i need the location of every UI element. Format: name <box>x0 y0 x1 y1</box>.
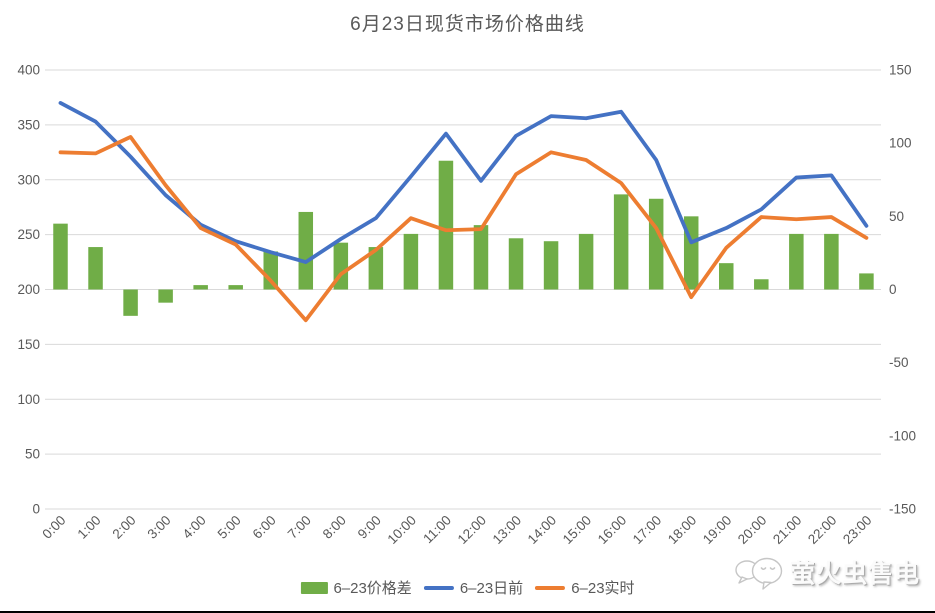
bar-price-diff <box>824 233 839 290</box>
y-axis-left-tick: 200 <box>17 282 40 297</box>
y-axis-left-tick: 400 <box>17 63 40 78</box>
x-axis-tick: 14:00 <box>525 513 560 548</box>
x-axis-tick: 10:00 <box>385 513 420 548</box>
bar-price-diff <box>368 247 384 290</box>
x-axis-tick: 1:00 <box>74 513 103 542</box>
y-axis-left-tick: 0 <box>32 502 40 517</box>
bar-price-diff <box>543 241 559 290</box>
x-axis-tick: 13:00 <box>490 513 525 548</box>
line-series-swatch-icon <box>423 585 454 590</box>
y-axis-right-tick: -100 <box>889 428 916 443</box>
line-day-ahead <box>58 101 869 264</box>
y-axis-right-tick: -50 <box>889 355 909 370</box>
x-axis-tick: 8:00 <box>320 513 349 542</box>
bar-price-diff <box>438 160 454 290</box>
bar-price-diff <box>578 233 594 290</box>
x-axis-ticks: 0:00 1:00 2:00 3:00 4:00 5:00 6:00 7:00 8:00 9:00… <box>39 513 874 548</box>
bar-price-diff <box>53 223 68 290</box>
bar-price-diff <box>123 289 138 316</box>
bottom-divider <box>0 611 935 613</box>
legend-item-price-diff: 6–23价格差 <box>300 577 412 598</box>
y-axis-right-tick: 0 <box>889 282 897 297</box>
x-axis-tick: 21:00 <box>770 513 805 548</box>
x-axis-tick: 17:00 <box>630 513 665 548</box>
y-axis-right-tick: 50 <box>889 209 904 224</box>
x-axis-tick: 18:00 <box>665 513 700 548</box>
x-axis-tick: 5:00 <box>215 513 244 542</box>
y-axis-left-tick: 300 <box>17 172 40 187</box>
bar-price-diff <box>859 273 874 290</box>
bar-price-diff <box>158 289 173 303</box>
y-axis-left-tick: 50 <box>25 447 40 462</box>
y-axis-left-tick: 150 <box>17 337 40 352</box>
y-axis-right-ticks: -150 -100 -50 0 50 100 150 <box>889 63 916 517</box>
x-axis-tick: 11:00 <box>420 513 454 547</box>
legend-label-day-ahead: 6–23日前 <box>459 580 524 597</box>
line-series-swatch-icon <box>535 585 566 590</box>
bar-price-diff <box>403 233 419 290</box>
x-axis-tick: 2:00 <box>110 513 139 542</box>
legend-item-realtime: 6–23实时 <box>535 577 635 598</box>
x-axis-tick: 9:00 <box>355 513 384 542</box>
bar-series-swatch-icon <box>300 581 328 594</box>
x-axis-tick: 23:00 <box>840 513 875 548</box>
bar-price-diff <box>298 211 314 290</box>
y-axis-left-tick: 100 <box>17 392 40 407</box>
bar-price-diff <box>228 285 243 290</box>
line-realtime <box>58 135 869 323</box>
x-axis-tick: 3:00 <box>145 513 174 542</box>
y-axis-right-tick: -150 <box>889 502 916 517</box>
bar-price-diff <box>613 194 629 290</box>
bar-price-diff <box>789 233 804 290</box>
legend-label-price-diff: 6–23价格差 <box>333 580 412 597</box>
x-axis-tick: 12:00 <box>455 513 490 548</box>
bar-price-diff <box>193 285 208 290</box>
bar-price-diff <box>508 238 524 290</box>
series-price-diff-bars <box>53 160 874 316</box>
legend-item-day-ahead: 6–23日前 <box>423 577 524 598</box>
bar-price-diff <box>263 251 278 290</box>
bar-price-diff <box>88 247 103 290</box>
x-axis-tick: 4:00 <box>180 513 209 542</box>
bar-price-diff <box>719 263 734 290</box>
x-axis-tick: 22:00 <box>805 513 840 548</box>
bar-price-diff <box>754 279 769 290</box>
x-axis-tick: 0:00 <box>39 513 68 542</box>
y-axis-right-tick: 100 <box>889 136 912 151</box>
x-axis-tick: 7:00 <box>285 513 314 542</box>
chart-legend: 6–23价格差 6–23日前 6–23实时 <box>300 577 635 598</box>
x-axis-tick: 20:00 <box>735 513 770 548</box>
legend-label-realtime: 6–23实时 <box>571 580 635 597</box>
x-axis-tick: 6:00 <box>250 513 279 542</box>
y-axis-left-tick: 350 <box>17 117 40 132</box>
x-axis-tick: 15:00 <box>560 513 595 548</box>
x-axis-tick: 19:00 <box>700 513 735 548</box>
bar-price-diff <box>648 198 664 290</box>
bar-price-diff <box>473 225 489 290</box>
gridlines <box>45 69 881 510</box>
x-axis-tick: 16:00 <box>595 513 630 548</box>
y-axis-left-ticks: 0 50 100 150 200 250 300 350 400 <box>17 63 40 517</box>
y-axis-right-tick: 150 <box>889 63 912 78</box>
y-axis-left-tick: 250 <box>17 227 40 242</box>
chart-title: 6月23日现货市场价格曲线 <box>350 14 585 35</box>
